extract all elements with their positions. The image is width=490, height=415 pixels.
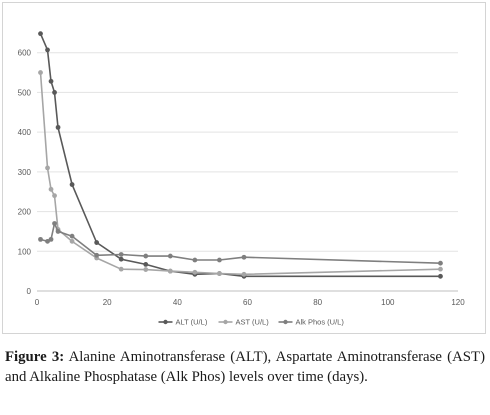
data-point bbox=[69, 182, 75, 187]
legend-marker bbox=[223, 319, 228, 325]
y-tick-label: 200 bbox=[18, 208, 32, 217]
data-point bbox=[38, 70, 43, 75]
legend-item: AST (U/L) bbox=[218, 318, 270, 327]
x-tick-label: 60 bbox=[243, 298, 252, 307]
series-line bbox=[39, 72, 441, 276]
y-tick-label: 100 bbox=[18, 247, 32, 256]
data-point bbox=[118, 266, 124, 272]
y-tick-label: 500 bbox=[18, 88, 32, 97]
series-3 bbox=[38, 221, 443, 266]
x-tick-label: 80 bbox=[313, 298, 322, 307]
series-lines bbox=[38, 31, 443, 279]
y-tick-label: 600 bbox=[18, 49, 32, 58]
data-point bbox=[167, 253, 173, 259]
data-point bbox=[241, 271, 247, 277]
y-tick-label: 300 bbox=[18, 168, 32, 177]
series-line bbox=[39, 33, 441, 278]
y-tick-label: 400 bbox=[18, 128, 32, 137]
data-point bbox=[38, 236, 43, 242]
caption-label: Figure 3: bbox=[5, 349, 65, 365]
series-1 bbox=[38, 31, 443, 279]
data-point bbox=[69, 233, 75, 239]
data-point bbox=[118, 252, 124, 257]
legend-label: Alk Phos (U/L) bbox=[296, 318, 345, 327]
data-point bbox=[217, 257, 222, 263]
y-tick-label: 0 bbox=[27, 287, 32, 296]
x-tick-label: 120 bbox=[451, 298, 465, 307]
series-2 bbox=[38, 70, 443, 277]
data-point bbox=[38, 31, 43, 37]
x-tick-label: 20 bbox=[103, 298, 112, 307]
data-point bbox=[52, 193, 57, 199]
legend-item: Alk Phos (U/L) bbox=[278, 318, 345, 327]
figure-caption: Figure 3: Alanine Aminotransferase (ALT)… bbox=[5, 347, 485, 387]
caption-text: Alanine Aminotransferase (ALT), Aspartat… bbox=[5, 349, 485, 385]
series-line bbox=[40, 222, 441, 264]
data-point bbox=[143, 253, 149, 259]
data-point bbox=[167, 268, 173, 274]
legend-marker bbox=[163, 319, 168, 325]
legend-marker bbox=[283, 319, 288, 325]
data-point bbox=[438, 273, 443, 279]
data-point bbox=[241, 254, 247, 260]
chart-area: 0 100 200 300 400 500 600 0 20 40 60 80 100 120 ALT … bbox=[2, 2, 486, 334]
data-point bbox=[94, 240, 100, 245]
data-point bbox=[69, 238, 75, 244]
data-point bbox=[94, 252, 100, 258]
data-point bbox=[192, 269, 198, 275]
data-point bbox=[192, 257, 198, 263]
x-tick-label: 0 bbox=[35, 298, 40, 307]
x-tick-label: 100 bbox=[381, 298, 395, 307]
data-point bbox=[45, 165, 50, 171]
data-point bbox=[45, 238, 50, 244]
gridlines bbox=[37, 52, 458, 292]
data-point bbox=[217, 271, 222, 276]
data-point bbox=[48, 236, 54, 242]
data-point bbox=[55, 229, 61, 234]
data-point bbox=[45, 47, 50, 53]
data-point bbox=[52, 90, 57, 95]
data-point bbox=[438, 266, 443, 272]
data-point bbox=[143, 267, 149, 272]
x-tick-label: 40 bbox=[173, 298, 182, 307]
x-axis-ticks: 0 20 40 60 80 100 120 bbox=[35, 298, 465, 307]
legend-label: ALT (U/L) bbox=[176, 318, 208, 327]
legend-item: ALT (U/L) bbox=[158, 318, 208, 327]
data-point bbox=[438, 260, 443, 266]
legend-label: AST (U/L) bbox=[236, 318, 270, 327]
line-chart: 0 100 200 300 400 500 600 0 20 40 60 80 100 120 ALT … bbox=[18, 31, 465, 327]
data-point bbox=[143, 261, 149, 267]
data-point bbox=[118, 256, 124, 262]
data-point bbox=[48, 186, 54, 192]
data-point bbox=[48, 78, 54, 84]
legend: ALT (U/L) AST (U/L) Alk Phos (U/L) bbox=[158, 318, 345, 327]
data-point bbox=[55, 124, 61, 130]
y-axis-ticks: 0 100 200 300 400 500 600 bbox=[18, 49, 32, 296]
data-point bbox=[52, 221, 57, 226]
